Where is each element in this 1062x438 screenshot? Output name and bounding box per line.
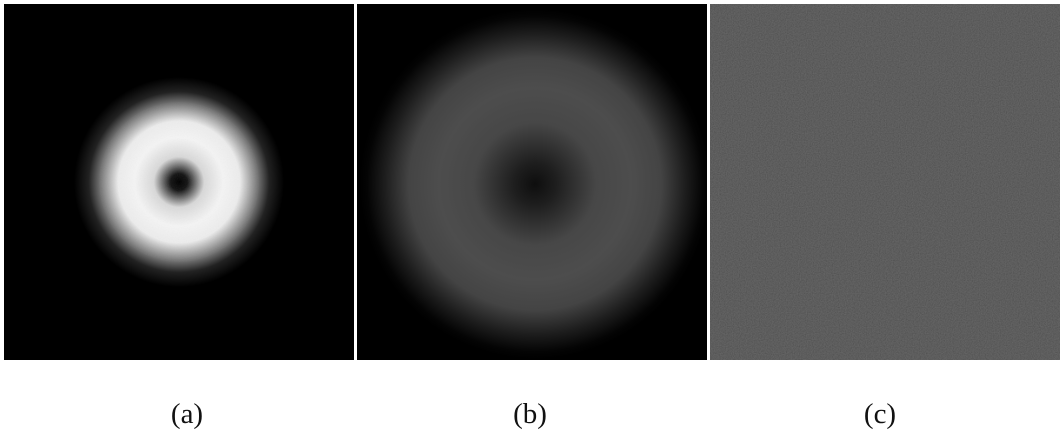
image-panel-c	[710, 4, 1060, 360]
caption-c: (c)	[863, 398, 897, 430]
donut-beam-image-b	[357, 4, 707, 360]
caption-a: (a)	[170, 398, 204, 430]
image-panel-a	[4, 4, 354, 360]
uniform-noise-image-c	[710, 4, 1060, 360]
caption-b: (b)	[513, 398, 547, 430]
donut-beam-image-a	[4, 4, 354, 360]
image-panel-b	[357, 4, 707, 360]
